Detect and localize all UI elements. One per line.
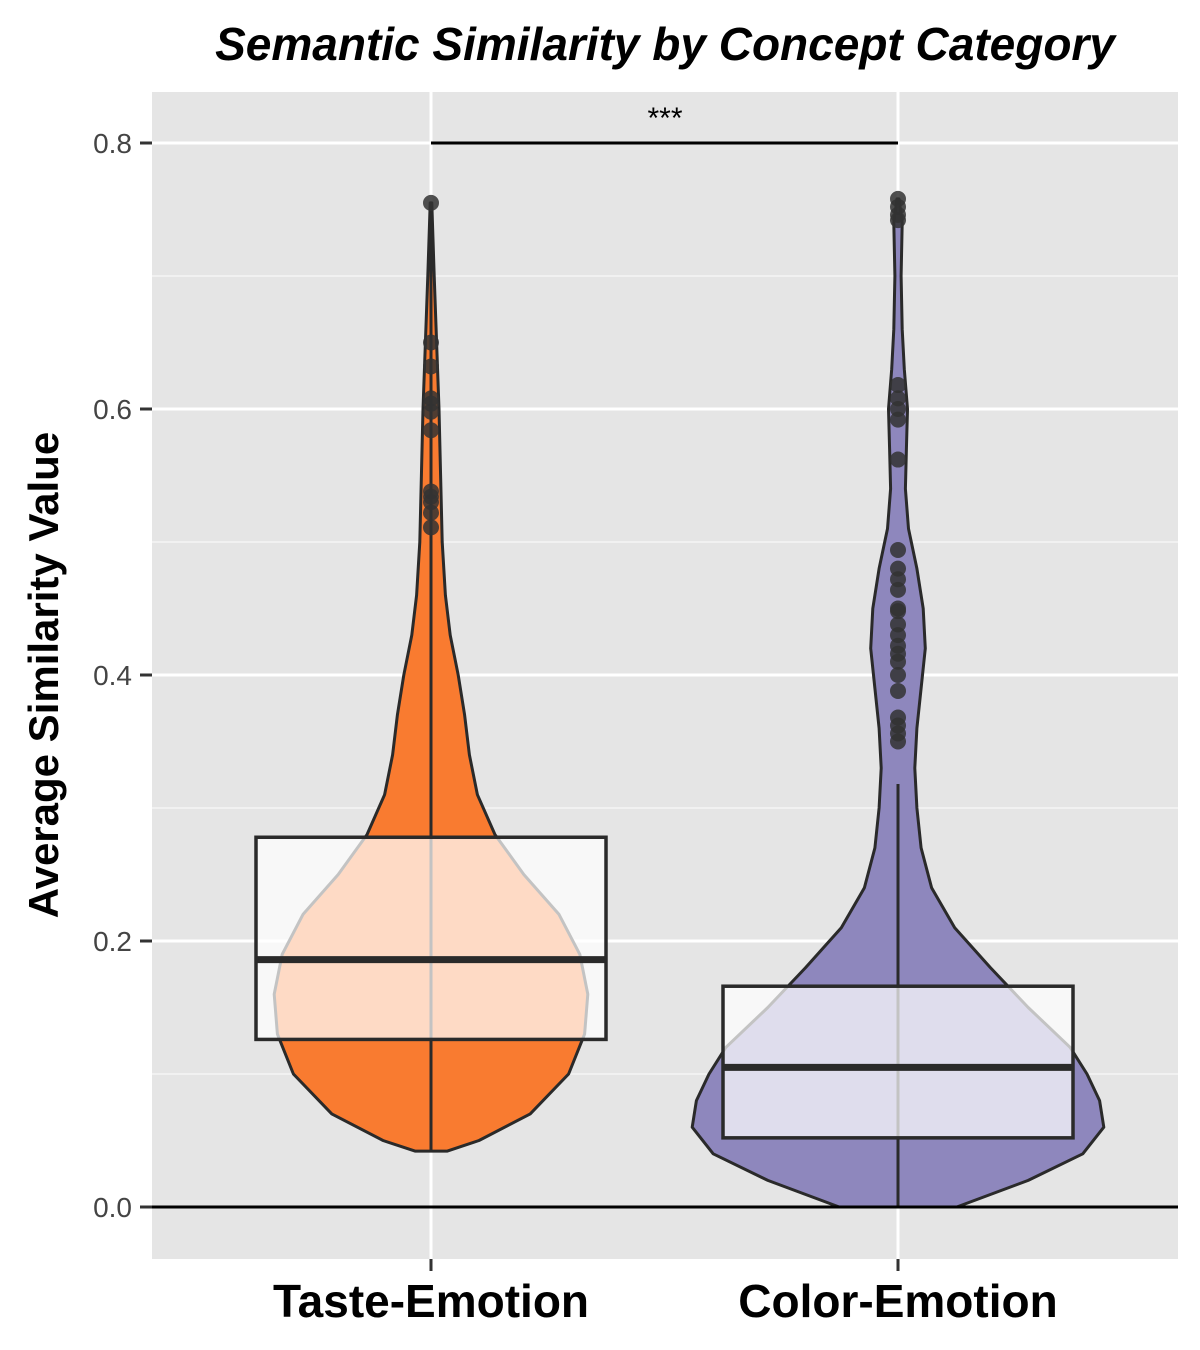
y-tick-label: 0.2 bbox=[93, 926, 132, 957]
outlier-point bbox=[423, 194, 439, 211]
y-tick-label: 0.8 bbox=[93, 128, 132, 159]
outlier-point bbox=[890, 603, 906, 620]
outlier-point bbox=[890, 541, 906, 558]
x-tick-label: Color-Emotion bbox=[738, 1275, 1057, 1327]
box-iqr bbox=[721, 984, 1075, 1140]
x-tick-label: Taste-Emotion bbox=[273, 1275, 589, 1327]
outlier-point bbox=[423, 358, 439, 375]
outlier-point bbox=[890, 733, 906, 750]
axes: 0.0 0.2 0.4 0.6 0.8 Taste-Emotion Color-Emotio… bbox=[93, 128, 1178, 1327]
outlier-point bbox=[890, 451, 906, 468]
outlier-point bbox=[890, 667, 906, 683]
outlier-point bbox=[890, 653, 906, 670]
outlier-point bbox=[423, 334, 439, 351]
y-tick-label: 0.0 bbox=[93, 1192, 132, 1223]
outlier-point bbox=[423, 403, 439, 420]
outlier-point bbox=[423, 422, 439, 439]
outlier-point bbox=[890, 212, 906, 229]
significance-label: *** bbox=[647, 102, 682, 135]
y-axis-label: Average Similarity Value bbox=[20, 432, 67, 918]
outlier-point bbox=[890, 581, 906, 598]
y-tick-label: 0.4 bbox=[93, 660, 132, 691]
chart-title: Semantic Similarity by Concept Category bbox=[215, 18, 1117, 70]
outlier-point bbox=[423, 519, 439, 536]
outlier-point bbox=[890, 377, 906, 394]
outlier-point bbox=[890, 411, 906, 428]
outlier-point bbox=[423, 504, 439, 521]
box-iqr bbox=[254, 835, 608, 1042]
y-tick-label: 0.6 bbox=[93, 394, 132, 425]
violins bbox=[254, 190, 1106, 1209]
outlier-point bbox=[890, 682, 906, 699]
